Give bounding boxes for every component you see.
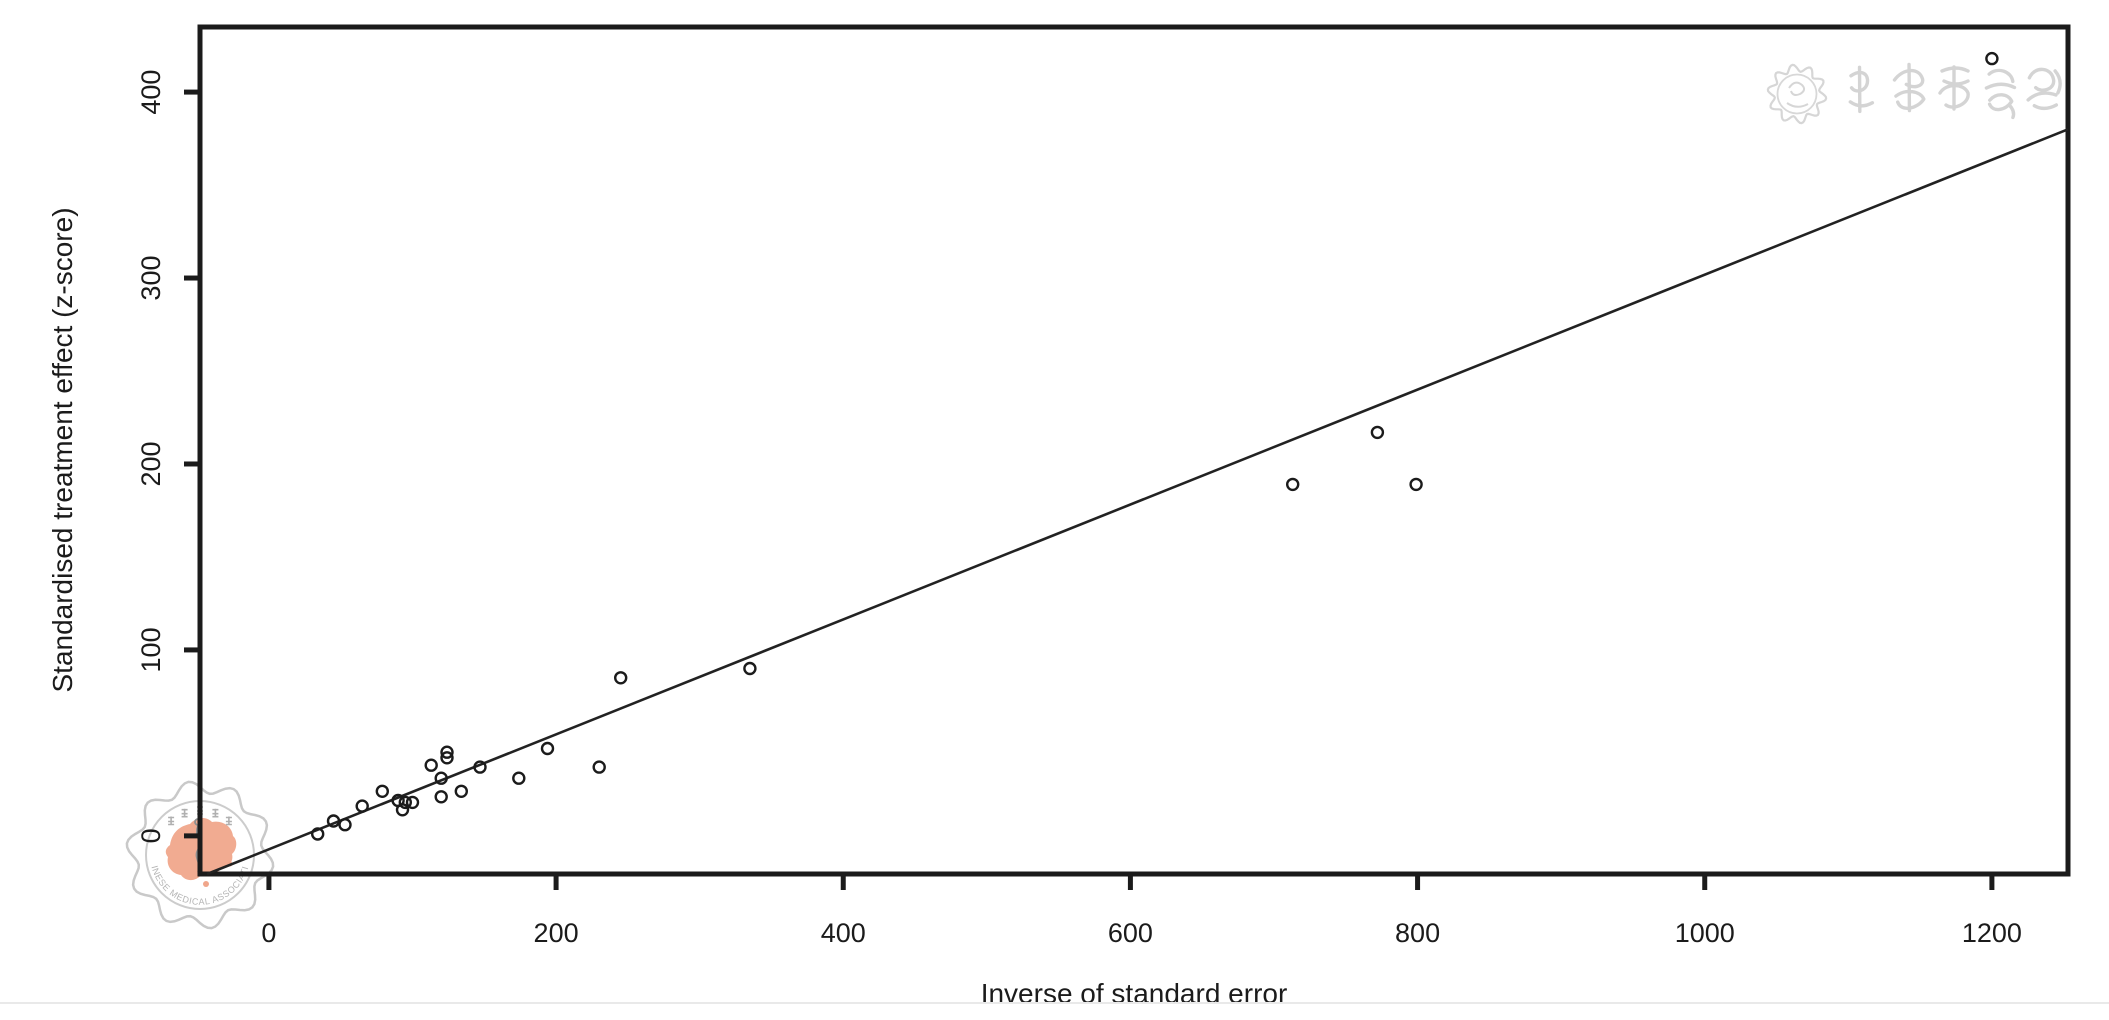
x-tick-label: 400 xyxy=(821,918,866,948)
x-tick-label: 0 xyxy=(261,918,276,948)
x-tick-label: 800 xyxy=(1395,918,1440,948)
data-point xyxy=(440,751,454,765)
x-tick-label: 1200 xyxy=(1962,918,2022,948)
x-axis-label: Inverse of standard error xyxy=(981,978,1288,1009)
y-tick-label: 400 xyxy=(136,70,166,115)
y-tick-label: 0 xyxy=(136,828,166,843)
data-point xyxy=(1409,477,1423,492)
x-tick-label: 1000 xyxy=(1675,918,1735,948)
small-seal-emblem xyxy=(1786,81,1809,108)
data-point xyxy=(434,771,448,785)
small-seal-inner-ring xyxy=(1776,73,1818,115)
regression-line xyxy=(206,128,2069,876)
seal-character-mark xyxy=(225,816,232,826)
data-point xyxy=(434,790,448,804)
data-point xyxy=(440,745,454,759)
x-tick-label: 200 xyxy=(534,918,579,948)
x-axis-ticks xyxy=(266,874,1995,890)
y-axis-ticks xyxy=(184,89,200,839)
hainan-island-dot xyxy=(203,881,209,887)
data-point xyxy=(424,758,438,772)
small-seal-scalloped-border xyxy=(1766,63,1828,125)
x-axis-tick-labels: 0 200 400 600 800 1000 1200 xyxy=(261,918,2022,948)
data-points xyxy=(311,51,1999,841)
y-axis-tick-labels: 0 100 200 300 400 xyxy=(136,70,166,844)
y-axis-label: Standardised treatment effect (z-score) xyxy=(47,207,78,692)
data-point xyxy=(473,760,487,774)
data-point xyxy=(375,784,389,798)
y-tick-label: 300 xyxy=(136,256,166,301)
data-point xyxy=(405,795,420,810)
y-tick-label: 200 xyxy=(136,441,166,486)
seal-character-mark xyxy=(212,808,219,818)
data-point xyxy=(395,803,410,817)
top-right-watermark xyxy=(1766,62,2062,125)
data-point xyxy=(355,799,369,813)
seal-character-mark xyxy=(181,808,188,818)
y-tick-label: 100 xyxy=(136,627,166,672)
data-point xyxy=(512,771,526,785)
data-point xyxy=(1285,477,1300,492)
seal-character-mark xyxy=(168,816,175,826)
x-tick-label: 600 xyxy=(1108,918,1153,948)
plot-area: 0 200 400 600 800 1000 1200 0 100 200 300 400 Inve… xyxy=(47,24,2071,1009)
data-point xyxy=(614,671,628,685)
seal-scalloped-border xyxy=(125,780,275,930)
plot-box-border xyxy=(197,24,2071,877)
data-point xyxy=(1985,51,1999,66)
seal-arc-text: CHINESE MEDICAL ASSOCIATION xyxy=(0,0,250,907)
data-point xyxy=(592,760,606,774)
data-point xyxy=(338,818,352,832)
data-point xyxy=(326,814,341,828)
data-point xyxy=(311,827,325,841)
data-point xyxy=(454,784,468,798)
data-point xyxy=(743,661,757,676)
data-point xyxy=(398,795,412,810)
data-point xyxy=(1370,425,1385,440)
chinese-calligraphy-watermark xyxy=(1848,62,2062,120)
data-point xyxy=(540,741,555,756)
